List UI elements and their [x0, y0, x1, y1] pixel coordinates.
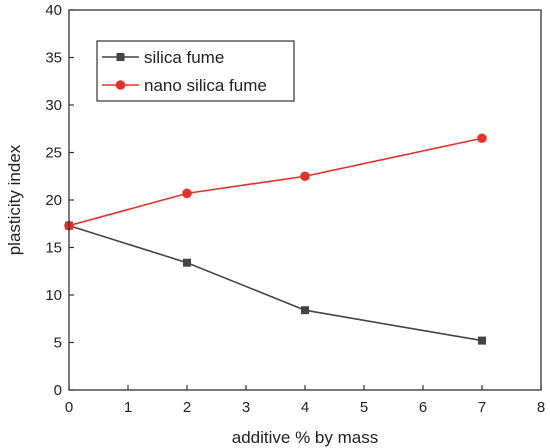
x-tick-label: 3 — [242, 399, 250, 416]
data-point — [301, 306, 309, 315]
data-point — [182, 188, 192, 199]
legend-box — [96, 40, 295, 102]
x-axis-title: additive % by mass — [232, 428, 378, 447]
series-line-0 — [68, 224, 483, 342]
x-tick-label: 0 — [65, 399, 73, 416]
legend-label: silica fume — [144, 48, 224, 67]
x-tick-label: 4 — [301, 399, 309, 416]
y-tick-label: 10 — [45, 287, 62, 304]
plot-frame — [68, 9, 542, 391]
data-point — [300, 171, 310, 182]
x-tick-label: 6 — [419, 399, 427, 416]
y-tick-label: 0 — [54, 382, 62, 399]
x-tick-label: 1 — [124, 399, 132, 416]
y-tick-label: 15 — [45, 240, 62, 257]
y-tick-label: 5 — [54, 335, 62, 352]
legend-marker — [115, 80, 126, 90]
y-tick-label: 30 — [45, 97, 62, 114]
y-tick-label: 25 — [45, 145, 62, 162]
legend-label: nano silica fume — [144, 76, 267, 95]
legend-marker — [116, 53, 125, 61]
series-layer — [64, 133, 487, 345]
legend: silica fume nano silica fume — [96, 40, 295, 102]
data-point — [183, 258, 191, 267]
series-line-1 — [68, 137, 483, 227]
x-tick-label: 7 — [478, 399, 486, 416]
data-point — [478, 336, 486, 345]
x-tick-label: 2 — [183, 399, 191, 416]
data-point — [477, 133, 487, 144]
x-tick-label: 5 — [360, 399, 368, 416]
x-tick-label: 8 — [537, 399, 545, 416]
y-tick-label: 35 — [45, 50, 62, 67]
y-tick-label: 20 — [45, 192, 62, 209]
y-axis-title: plasticity index — [5, 144, 24, 255]
y-tick-label: 40 — [45, 2, 62, 19]
